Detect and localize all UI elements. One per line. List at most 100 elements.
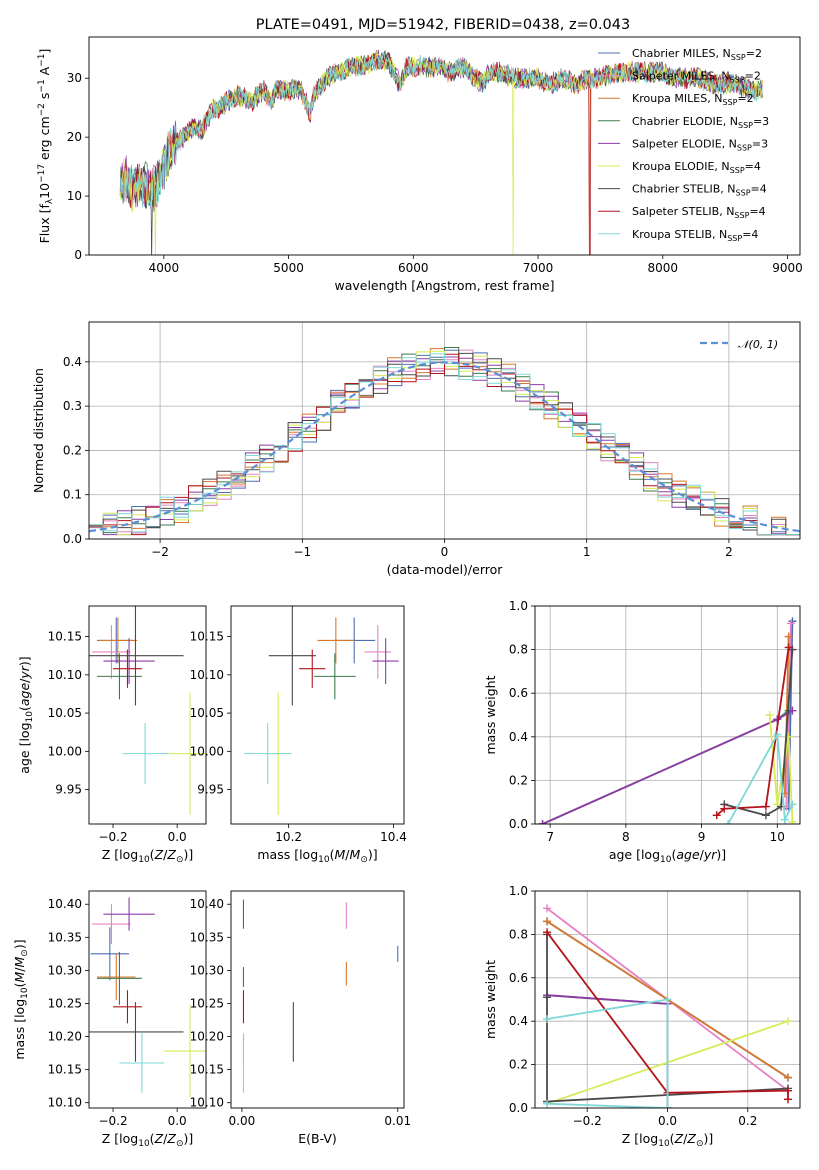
- y-tick-label: 10.00: [190, 744, 224, 758]
- spectrum-line: [119, 51, 763, 209]
- errorbar-point: [364, 625, 391, 679]
- series-marker: [543, 917, 552, 926]
- series-marker: [773, 730, 782, 739]
- y-tick-label: 10.40: [190, 897, 224, 911]
- x-tick-label: 4000: [149, 261, 180, 275]
- panel-spectrum: 4000 5000 6000 7000 8000 9000 0 10 20 30 wavelengt…: [37, 36, 803, 293]
- spectrum-line: [119, 49, 763, 255]
- y-tick-label: 10.15: [48, 1063, 82, 1077]
- series-marker: [783, 1017, 792, 1026]
- y-axis-label: Normed distribution: [31, 368, 46, 493]
- panel-age_vs_Z: −0.2 0.0 9.95 10.00 10.05 10.10 10.15 Z [log10(…: [17, 605, 207, 865]
- errorbar-point: [313, 653, 356, 700]
- x-tick-label: 0.0: [658, 1114, 677, 1128]
- panel-residuals: −2 −1 0 1 2 0.0 0.1 0.2 0.3 0.4 (data-model)/error…: [31, 321, 801, 577]
- series-marker: [786, 619, 795, 628]
- y-tick-label: 0.8: [509, 643, 528, 657]
- series-marker: [788, 800, 797, 809]
- y-tick-label: 10.20: [190, 1030, 224, 1044]
- x-tick-label: 10.2: [275, 830, 302, 844]
- x-tick-label: −0.2: [573, 1114, 602, 1128]
- x-tick-label: 0.00: [229, 1114, 256, 1128]
- y-tick-label: 10.25: [190, 996, 224, 1010]
- x-tick-label: 2: [725, 545, 733, 559]
- axes-frame: [88, 36, 801, 256]
- errorbar-point: [164, 1004, 206, 1098]
- panel-age_vs_mass: 10.2 10.4 9.95 10.00 10.05 10.10 10.15 mass [lo…: [190, 605, 407, 865]
- axes: 7 8 9 10 0.0 0.2 0.4 0.6 0.8 1.0 age [log10(age/yr…: [483, 599, 801, 865]
- errorbar-point: [89, 1002, 184, 1062]
- series-marker: [663, 995, 672, 1004]
- x-tick-label: 10: [770, 830, 785, 844]
- series-marker: [784, 643, 793, 652]
- axes: −0.2 0.0 10.10 10.15 10.20 10.25 10.30 10.35 10.…: [12, 890, 207, 1149]
- x-tick-label: 0: [441, 545, 449, 559]
- legend-entry: Kroupa MILES, NSSP=2: [632, 92, 754, 107]
- x-axis-label: age [log10(age/yr)]: [609, 847, 726, 865]
- y-axis-label: age [log10(age/yr)]: [17, 656, 35, 773]
- x-axis-label: Z [log10(Z/Z⊙)]: [102, 1131, 194, 1149]
- legend-entry: Salpeter ELODIE, NSSP=3: [632, 137, 768, 152]
- y-tick-label: 10.10: [48, 1096, 82, 1110]
- plot-area: [244, 606, 399, 815]
- series-marker: [784, 632, 793, 641]
- errorbar-point: [103, 897, 155, 931]
- errorbar-point: [122, 723, 168, 785]
- x-tick-label: −0.2: [98, 1114, 127, 1128]
- y-tick-label: 0.0: [63, 532, 82, 546]
- series-marker: [712, 811, 721, 820]
- axes-frame: [534, 605, 801, 825]
- x-tick-label: 5000: [273, 261, 304, 275]
- series-marker: [543, 993, 552, 1002]
- series-marker: [780, 815, 789, 824]
- x-tick-label: 0.0: [168, 830, 187, 844]
- y-tick-label: 10.40: [48, 897, 82, 911]
- axes-frame: [230, 890, 405, 1109]
- x-tick-label: 8000: [648, 261, 679, 275]
- errorbar-point: [372, 638, 399, 685]
- y-tick-label: 10.15: [190, 630, 224, 644]
- x-tick-label: −0.2: [98, 830, 127, 844]
- y-tick-label: 10.20: [48, 1030, 82, 1044]
- axes-frame: [230, 605, 405, 825]
- errorbar-point: [244, 723, 292, 785]
- series-marker: [543, 1099, 552, 1108]
- panel-massweight_vs_age: 7 8 9 10 0.0 0.2 0.4 0.6 0.8 1.0 age [log10(age/yr…: [483, 599, 801, 865]
- y-tick-label: 10.15: [190, 1063, 224, 1077]
- y-axis-label: mass weight: [483, 960, 498, 1039]
- y-tick-label: 10.30: [48, 963, 82, 977]
- series-line: [546, 931, 789, 1100]
- series-marker: [761, 811, 770, 820]
- y-tick-label: 0.0: [509, 1101, 528, 1115]
- y-tick-label: 10.10: [190, 668, 224, 682]
- y-tick-label: 10.35: [190, 930, 224, 944]
- y-tick-label: 0.6: [509, 686, 528, 700]
- errorbar-point: [103, 638, 155, 685]
- series-marker: [720, 804, 729, 813]
- y-tick-label: 10.25: [48, 996, 82, 1010]
- series-line: [727, 731, 794, 824]
- y-tick-label: 10.00: [48, 744, 82, 758]
- plot-area: [119, 49, 763, 255]
- series-marker: [663, 1104, 672, 1108]
- y-axis-label: mass [log10(M/M⊙)]: [12, 939, 30, 1059]
- y-tick-label: 10: [67, 189, 82, 203]
- y-tick-label: 0.2: [509, 773, 528, 787]
- plot-area: [538, 617, 797, 824]
- legend: Chabrier MILES, NSSP=2 Salpeter MILES, NS…: [598, 47, 769, 243]
- x-tick-label: 0.2: [738, 1114, 757, 1128]
- errorbar-point: [113, 649, 142, 688]
- errorbar-point: [317, 617, 355, 664]
- legend-entry: 𝒩(0, 1): [738, 338, 778, 351]
- errorbar-point: [268, 606, 316, 706]
- panel-mass_vs_EBV: 0.00 0.01 10.10 10.15 10.20 10.25 10.30 10.35 10…: [190, 890, 411, 1146]
- x-tick-label: 6000: [398, 261, 429, 275]
- series-marker: [724, 820, 733, 824]
- errorbar-point: [98, 617, 138, 664]
- y-tick-label: 0.6: [509, 971, 528, 985]
- plot-area: [89, 897, 206, 1098]
- axes: 4000 5000 6000 7000 8000 9000 0 10 20 30 wavelengt…: [37, 36, 803, 293]
- errorbar-point: [299, 649, 326, 688]
- figure-title: PLATE=0491, MJD=51942, FIBERID=0438, z=0…: [256, 17, 630, 33]
